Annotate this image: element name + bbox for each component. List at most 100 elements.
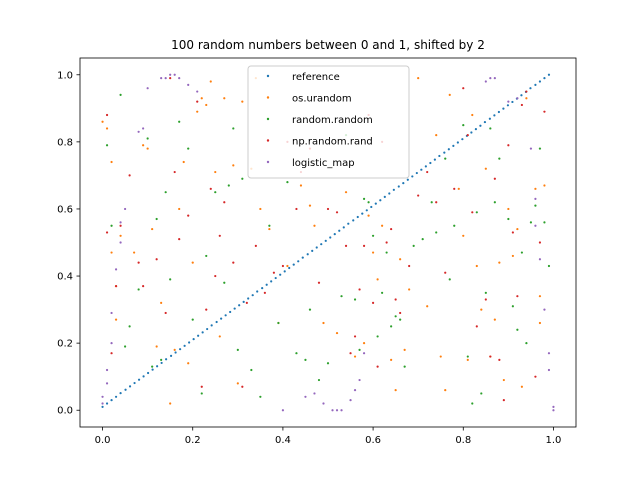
data-point xyxy=(205,103,208,107)
data-point xyxy=(424,165,427,168)
data-point xyxy=(224,314,227,317)
data-point xyxy=(392,188,395,191)
data-point xyxy=(259,395,262,398)
data-point xyxy=(182,160,185,164)
data-point xyxy=(270,280,273,283)
data-point xyxy=(466,355,469,358)
data-point xyxy=(279,273,282,276)
data-point xyxy=(333,233,336,236)
data-point xyxy=(187,214,190,217)
data-point xyxy=(390,325,393,328)
data-point xyxy=(420,168,423,171)
data-point xyxy=(529,87,532,90)
data-point xyxy=(209,187,212,190)
data-point xyxy=(429,161,432,165)
data-point xyxy=(119,241,122,244)
data-point xyxy=(101,120,104,123)
data-point xyxy=(394,389,397,392)
data-point xyxy=(119,93,122,96)
data-point xyxy=(453,187,456,190)
data-point xyxy=(529,221,533,224)
data-point xyxy=(406,178,409,181)
data-point xyxy=(520,103,523,107)
data-point xyxy=(385,251,388,254)
data-point xyxy=(268,224,271,227)
y-tick-label: 0.0 xyxy=(57,406,73,417)
data-point xyxy=(220,317,223,320)
data-point xyxy=(376,365,379,368)
data-point xyxy=(169,354,173,357)
data-point xyxy=(506,104,510,107)
data-point xyxy=(178,120,181,123)
data-point xyxy=(164,311,167,315)
data-point xyxy=(160,358,163,362)
data-point xyxy=(462,234,465,237)
data-point xyxy=(133,381,136,385)
x-tick-label: 1.0 xyxy=(546,435,562,446)
data-point xyxy=(552,405,555,408)
data-point xyxy=(435,201,438,204)
data-point xyxy=(137,261,140,264)
legend-marker xyxy=(266,117,270,121)
data-point xyxy=(394,298,397,301)
data-point xyxy=(137,288,140,291)
data-point xyxy=(399,311,402,315)
data-point xyxy=(317,378,321,382)
data-point xyxy=(376,278,379,281)
data-point xyxy=(516,97,519,100)
data-point xyxy=(101,402,104,405)
data-point xyxy=(547,368,551,372)
data-point xyxy=(529,147,533,150)
data-point xyxy=(379,199,382,202)
data-point xyxy=(254,244,257,247)
data-point xyxy=(292,263,295,266)
data-point xyxy=(479,124,482,127)
data-point xyxy=(493,318,496,321)
data-point xyxy=(453,224,456,227)
data-point xyxy=(308,204,312,207)
data-point xyxy=(349,352,352,355)
data-point xyxy=(137,378,141,381)
data-point xyxy=(197,334,200,337)
data-point xyxy=(403,365,406,368)
data-point xyxy=(183,344,186,347)
data-point xyxy=(358,378,361,382)
data-point xyxy=(169,278,172,281)
data-point xyxy=(507,100,510,103)
data-point xyxy=(483,120,487,124)
data-point xyxy=(173,73,176,76)
data-point xyxy=(543,110,546,113)
data-point xyxy=(105,144,109,147)
data-point xyxy=(448,93,451,96)
data-point xyxy=(480,392,483,395)
data-point xyxy=(236,382,239,385)
data-point xyxy=(361,212,364,215)
y-tick-label: 0.4 xyxy=(57,272,73,283)
x-tick-label: 0.6 xyxy=(365,435,381,446)
axes-layer: 0.0 0.2 0.4 0.6 0.8 1.0 0.0 0.2 0.4 0.6 0.8 1.0 xyxy=(57,57,577,446)
data-point xyxy=(498,358,501,362)
data-point xyxy=(356,215,359,219)
series-logistic-map xyxy=(101,73,555,412)
data-point xyxy=(169,77,172,80)
data-point xyxy=(543,77,546,80)
data-point xyxy=(232,261,235,264)
data-point xyxy=(259,207,262,211)
data-point xyxy=(187,362,190,365)
data-point xyxy=(547,264,551,268)
data-point xyxy=(200,385,203,388)
data-point xyxy=(274,276,277,280)
data-point xyxy=(308,308,312,311)
data-point xyxy=(534,187,537,190)
data-point xyxy=(110,224,113,227)
data-point xyxy=(165,358,168,361)
data-point xyxy=(444,389,447,392)
data-point xyxy=(119,224,122,227)
data-point xyxy=(101,395,104,398)
data-point xyxy=(119,392,122,395)
data-point xyxy=(256,290,259,293)
data-point xyxy=(209,80,212,83)
data-point xyxy=(110,311,113,315)
data-point xyxy=(241,385,244,388)
data-point xyxy=(313,392,316,395)
